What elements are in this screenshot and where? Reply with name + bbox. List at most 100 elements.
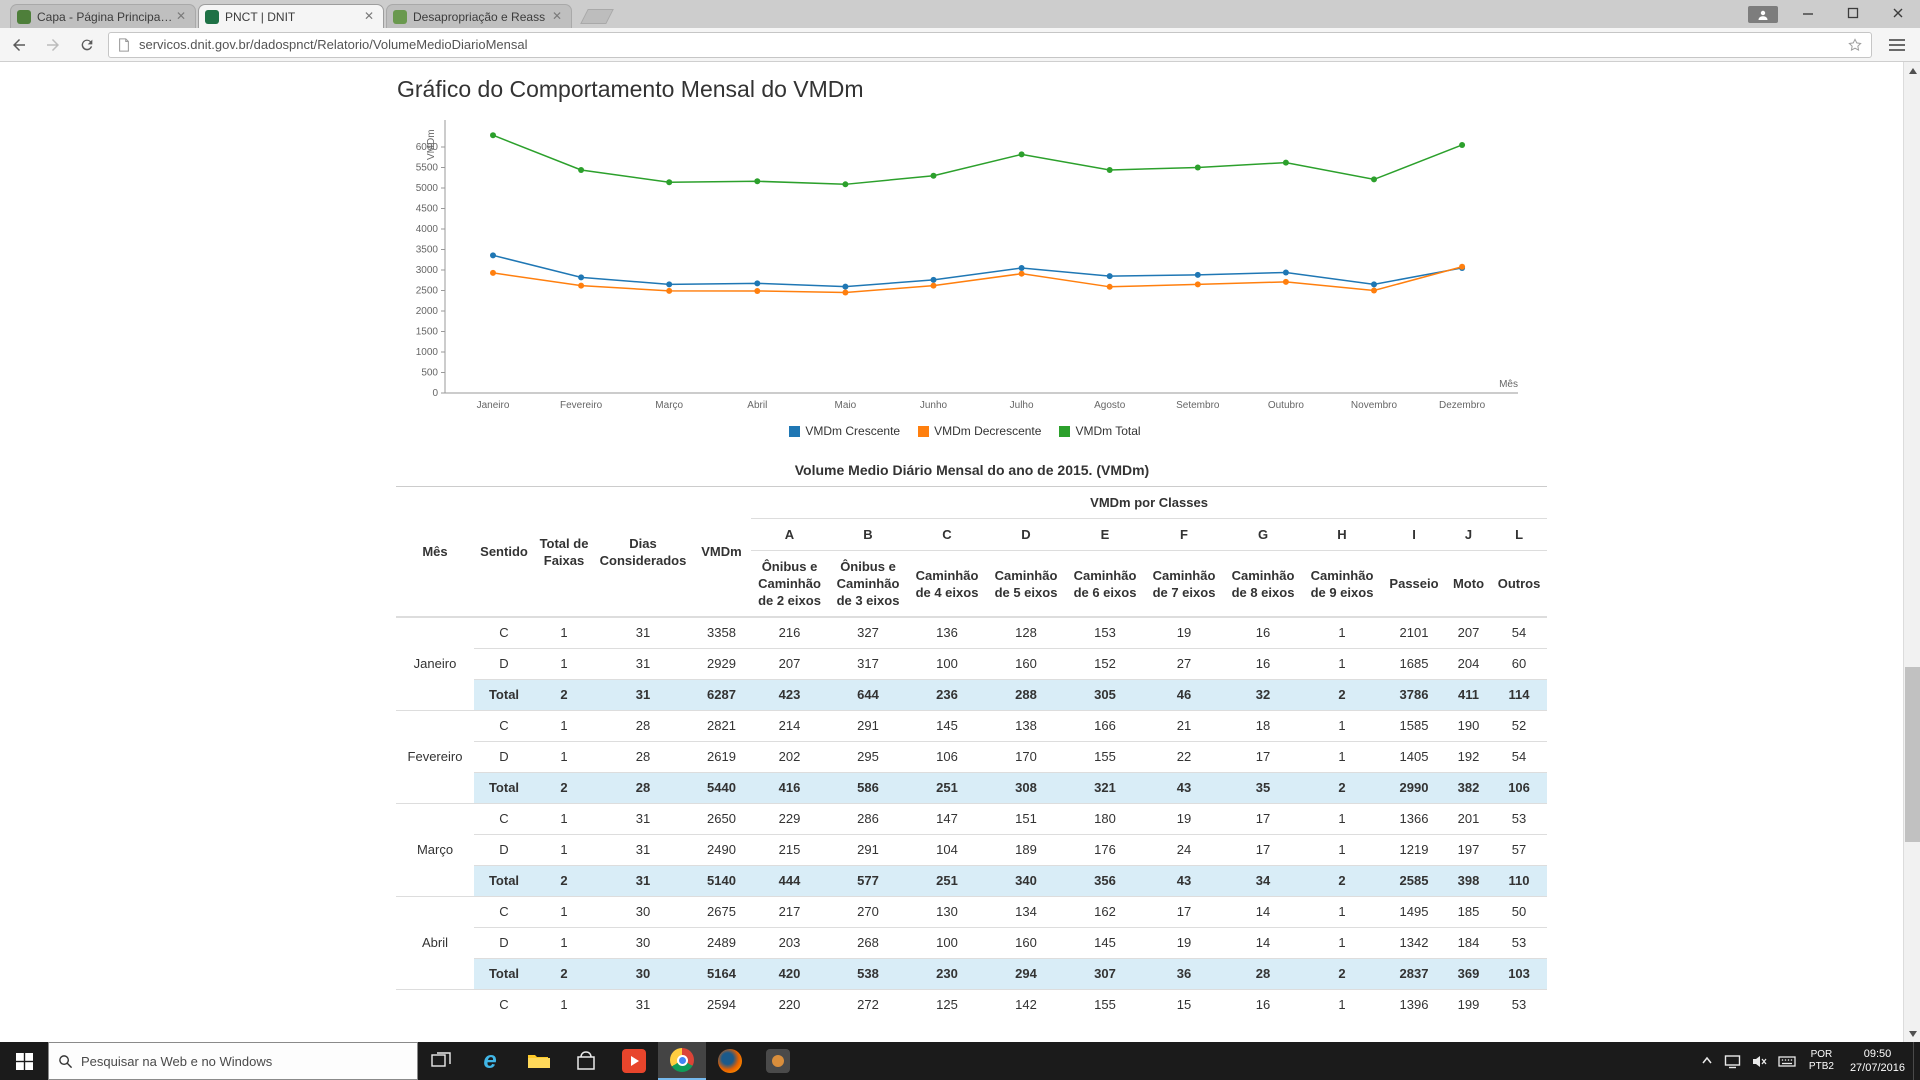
touch-keyboard-icon[interactable] — [1773, 1042, 1801, 1080]
total-cell: 369 — [1446, 957, 1491, 989]
class-letter-header: B — [828, 518, 908, 551]
data-cell: 17 — [1224, 740, 1302, 772]
data-cell: 21 — [1144, 709, 1224, 741]
data-cell: 136 — [908, 616, 986, 648]
tab-pnct-dnit[interactable]: PNCT | DNIT ✕ — [198, 4, 384, 28]
store-icon[interactable] — [562, 1042, 610, 1080]
table-row: Fevereiro C 1 28 2821 214 291 145 138 166 21 18 1 158… — [396, 709, 1548, 803]
legend-label: VMDm Decrescente — [934, 424, 1042, 438]
class-label-header: Caminhão de 8 eixos — [1224, 550, 1302, 618]
chrome-icon[interactable] — [658, 1042, 706, 1080]
class-label-header: Caminhão de 6 eixos — [1066, 550, 1144, 618]
hidden-icons-chevron-icon[interactable] — [1695, 1042, 1719, 1080]
total-cell: Total — [474, 864, 534, 896]
legend-item[interactable]: VMDm Crescente — [789, 424, 900, 438]
table-row: C 1 31 2594 220 272 125 142 155 15 16 1 1396 199 53 — [396, 988, 1548, 1020]
browser-menu-icon[interactable] — [1882, 31, 1912, 59]
x-tick-label: Agosto — [1094, 400, 1126, 411]
back-button[interactable] — [4, 31, 34, 59]
taskbar-search-input[interactable]: Pesquisar na Web e no Windows — [48, 1042, 418, 1080]
series-point — [1018, 264, 1025, 271]
vertical-scrollbar[interactable] — [1903, 62, 1920, 1042]
x-tick-label: Setembro — [1176, 400, 1220, 411]
legend-item[interactable]: VMDm Total — [1059, 424, 1141, 438]
y-tick-label: 2000 — [416, 306, 439, 317]
x-tick-label: Dezembro — [1439, 400, 1486, 411]
total-row: Total 2 31 5140 444 577 251 340 356 43 34 2 2585 398 1… — [396, 864, 1548, 896]
class-label-header: Caminhão de 5 eixos — [986, 550, 1066, 618]
data-cell: 215 — [751, 833, 828, 865]
total-cell: 2990 — [1382, 771, 1446, 803]
misc-app-icon[interactable] — [754, 1042, 802, 1080]
data-cell: 31 — [594, 616, 692, 648]
address-bar[interactable]: servicos.dnit.gov.br/dadospnct/Relatorio… — [108, 31, 1872, 58]
url-text[interactable]: servicos.dnit.gov.br/dadospnct/Relatorio… — [139, 37, 528, 52]
class-letter-header: A — [751, 518, 828, 551]
reload-button[interactable] — [72, 31, 102, 59]
total-cell: 28 — [594, 771, 692, 803]
data-cell: 17 — [1224, 802, 1302, 834]
profile-button[interactable] — [1740, 0, 1785, 26]
scroll-up-icon[interactable] — [1904, 62, 1920, 79]
tab-close-icon[interactable]: ✕ — [175, 8, 187, 23]
new-tab-button[interactable] — [580, 9, 614, 24]
table-row: Abril C 1 30 2675 217 270 130 134 162 17 14 1 1495 185… — [396, 895, 1548, 989]
total-cell: 34 — [1224, 864, 1302, 896]
data-cell: 18 — [1224, 709, 1302, 741]
clock[interactable]: 09:50 27/07/2016 — [1842, 1047, 1913, 1075]
data-cell: 286 — [828, 802, 908, 834]
forward-button[interactable] — [38, 31, 68, 59]
data-cell: 1 — [534, 926, 594, 958]
total-cell: 110 — [1491, 864, 1548, 896]
volume-muted-icon[interactable] — [1746, 1042, 1773, 1080]
x-tick-label: Junho — [920, 400, 948, 411]
x-tick-label: Novembro — [1351, 400, 1398, 411]
data-cell: 185 — [1446, 895, 1491, 927]
network-icon[interactable] — [1719, 1042, 1746, 1080]
data-cell: 160 — [986, 926, 1066, 958]
month-cell — [396, 988, 474, 1020]
data-cell: 199 — [1446, 988, 1491, 1020]
tab-capa[interactable]: Capa - Página Principal — ✕ — [10, 4, 196, 28]
data-cell: D — [474, 647, 534, 679]
tab-desapropriacao[interactable]: Desapropriação e Reass ✕ — [386, 4, 572, 28]
file-explorer-icon[interactable] — [514, 1042, 562, 1080]
column-header: Mês — [396, 486, 474, 618]
x-tick-label: Março — [655, 400, 683, 411]
bookmark-star-icon[interactable] — [1847, 37, 1863, 53]
data-cell: 170 — [986, 740, 1066, 772]
data-cell: 291 — [828, 709, 908, 741]
data-cell: 30 — [594, 926, 692, 958]
data-cell: 1 — [1302, 709, 1382, 741]
data-cell: 2619 — [692, 740, 751, 772]
series-point — [842, 289, 849, 296]
show-desktop-button[interactable] — [1913, 1042, 1920, 1080]
language-indicator[interactable]: POR PTB2 — [1808, 1049, 1834, 1072]
series-point — [842, 181, 849, 188]
close-button[interactable] — [1875, 0, 1920, 26]
minimize-button[interactable] — [1785, 0, 1830, 26]
task-view-button[interactable] — [418, 1042, 466, 1080]
data-cell: 54 — [1491, 616, 1548, 648]
data-cell: 152 — [1066, 647, 1144, 679]
edge-icon[interactable]: e — [483, 1047, 497, 1074]
data-cell: 1 — [534, 802, 594, 834]
firefox-icon[interactable] — [706, 1042, 754, 1080]
x-tick-label: Abril — [747, 400, 767, 411]
scroll-down-icon[interactable] — [1904, 1025, 1920, 1042]
data-cell: 145 — [1066, 926, 1144, 958]
series-point — [1106, 283, 1113, 290]
tab-close-icon[interactable]: ✕ — [551, 8, 563, 23]
series-point — [1194, 271, 1201, 278]
total-cell: 308 — [986, 771, 1066, 803]
scrollbar-thumb[interactable] — [1905, 667, 1920, 842]
data-cell: 31 — [594, 988, 692, 1020]
start-button[interactable] — [0, 1042, 48, 1080]
legend-item[interactable]: VMDm Decrescente — [918, 424, 1041, 438]
tab-close-icon[interactable]: ✕ — [363, 8, 375, 23]
data-cell: 3358 — [692, 616, 751, 648]
data-cell: 2490 — [692, 833, 751, 865]
series-line — [492, 254, 1463, 288]
movies-app-icon[interactable] — [610, 1042, 658, 1080]
maximize-button[interactable] — [1830, 0, 1875, 26]
